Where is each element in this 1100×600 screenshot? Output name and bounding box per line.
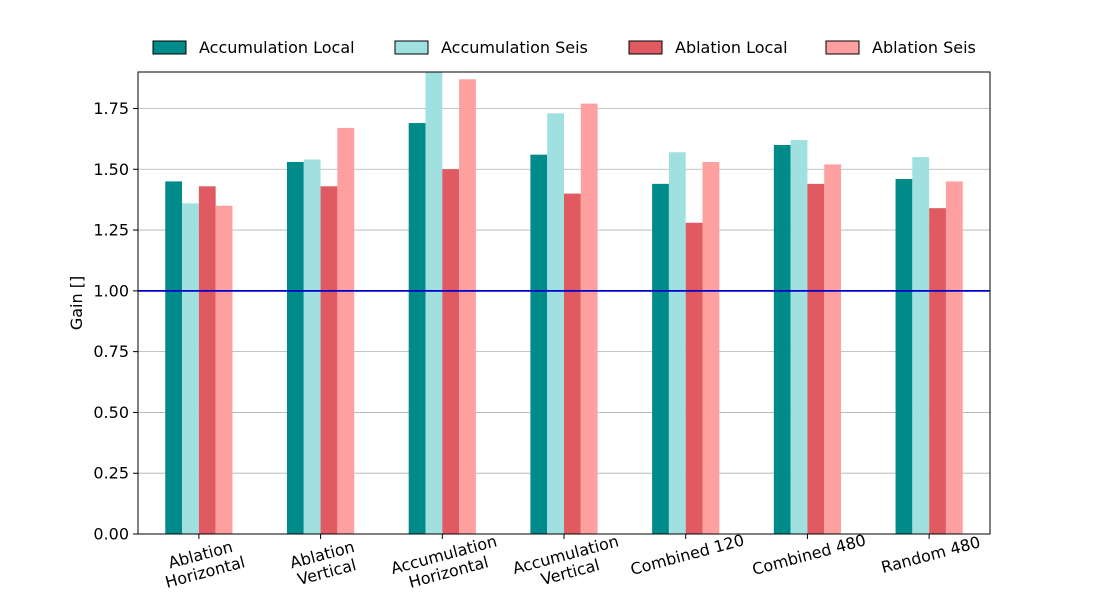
legend-label: Accumulation Local — [199, 38, 355, 57]
legend-label: Ablation Seis — [872, 38, 976, 57]
y-axis: 0.00 0.25 0.50 0.75 1.00 1.25 1.50 1.75 — [93, 99, 138, 544]
bar — [286, 161, 304, 534]
x-tick-label-line: Combined 120 — [628, 530, 746, 579]
y-tick-label: 0.25 — [93, 464, 129, 483]
bar — [408, 123, 426, 534]
x-tick-label: AccumulationVertical — [510, 531, 625, 595]
legend-label: Accumulation Seis — [441, 38, 588, 57]
bar — [442, 169, 460, 534]
y-tick-label: 1.75 — [93, 99, 129, 118]
bar — [215, 205, 233, 534]
x-tick-label: AccumulationHorizontal — [389, 531, 504, 595]
legend-item: Accumulation Local — [152, 38, 355, 57]
bar — [702, 161, 720, 534]
bar — [912, 157, 930, 534]
bar — [459, 79, 476, 534]
y-tick-label: 0.75 — [93, 342, 129, 361]
x-tick-label: Random 480 — [879, 532, 982, 577]
bar — [580, 103, 598, 534]
y-tick-label: 1.00 — [93, 281, 129, 300]
legend-swatch — [152, 40, 187, 55]
legend-swatch — [628, 40, 663, 55]
y-tick-label: 0.00 — [93, 525, 129, 544]
legend: Accumulation Local Accumulation Seis Ablat… — [152, 38, 976, 57]
bar — [945, 181, 963, 534]
bar — [895, 178, 913, 534]
bar — [425, 72, 443, 534]
x-tick-label: Combined 480 — [750, 530, 868, 579]
bar — [182, 203, 199, 534]
bar — [929, 208, 946, 534]
x-tick-label: AblationHorizontal — [159, 535, 247, 592]
legend-item: Ablation Local — [628, 38, 788, 57]
bar — [773, 144, 791, 534]
x-tick-label: AblationVertical — [288, 537, 361, 590]
bar — [165, 181, 183, 534]
bar — [652, 183, 669, 534]
x-axis: AblationHorizontal AblationVertical Accumu… — [159, 530, 982, 595]
legend-swatch — [825, 40, 860, 55]
legend-swatch — [394, 40, 429, 55]
bar — [337, 127, 355, 534]
y-tick-label: 1.25 — [93, 221, 129, 240]
legend-item: Ablation Seis — [825, 38, 976, 57]
bar — [685, 222, 703, 535]
x-tick-label-line: Combined 480 — [750, 530, 868, 579]
x-tick-label-line: Random 480 — [879, 532, 982, 577]
legend-item: Accumulation Seis — [394, 38, 588, 57]
legend-label: Ablation Local — [675, 38, 788, 57]
x-tick-label: Combined 120 — [628, 530, 746, 579]
bar — [320, 186, 338, 534]
bar — [668, 152, 686, 534]
y-axis-label: Gain [] — [67, 276, 86, 330]
bar — [547, 113, 564, 534]
y-tick-label: 1.50 — [93, 160, 129, 179]
bar — [564, 193, 581, 534]
bar — [824, 164, 842, 534]
y-tick-label: 0.50 — [93, 403, 129, 422]
bar — [303, 159, 321, 534]
bar — [198, 186, 216, 534]
bar — [807, 183, 825, 534]
bar — [790, 140, 808, 534]
bars — [165, 72, 963, 535]
bar — [530, 154, 548, 534]
